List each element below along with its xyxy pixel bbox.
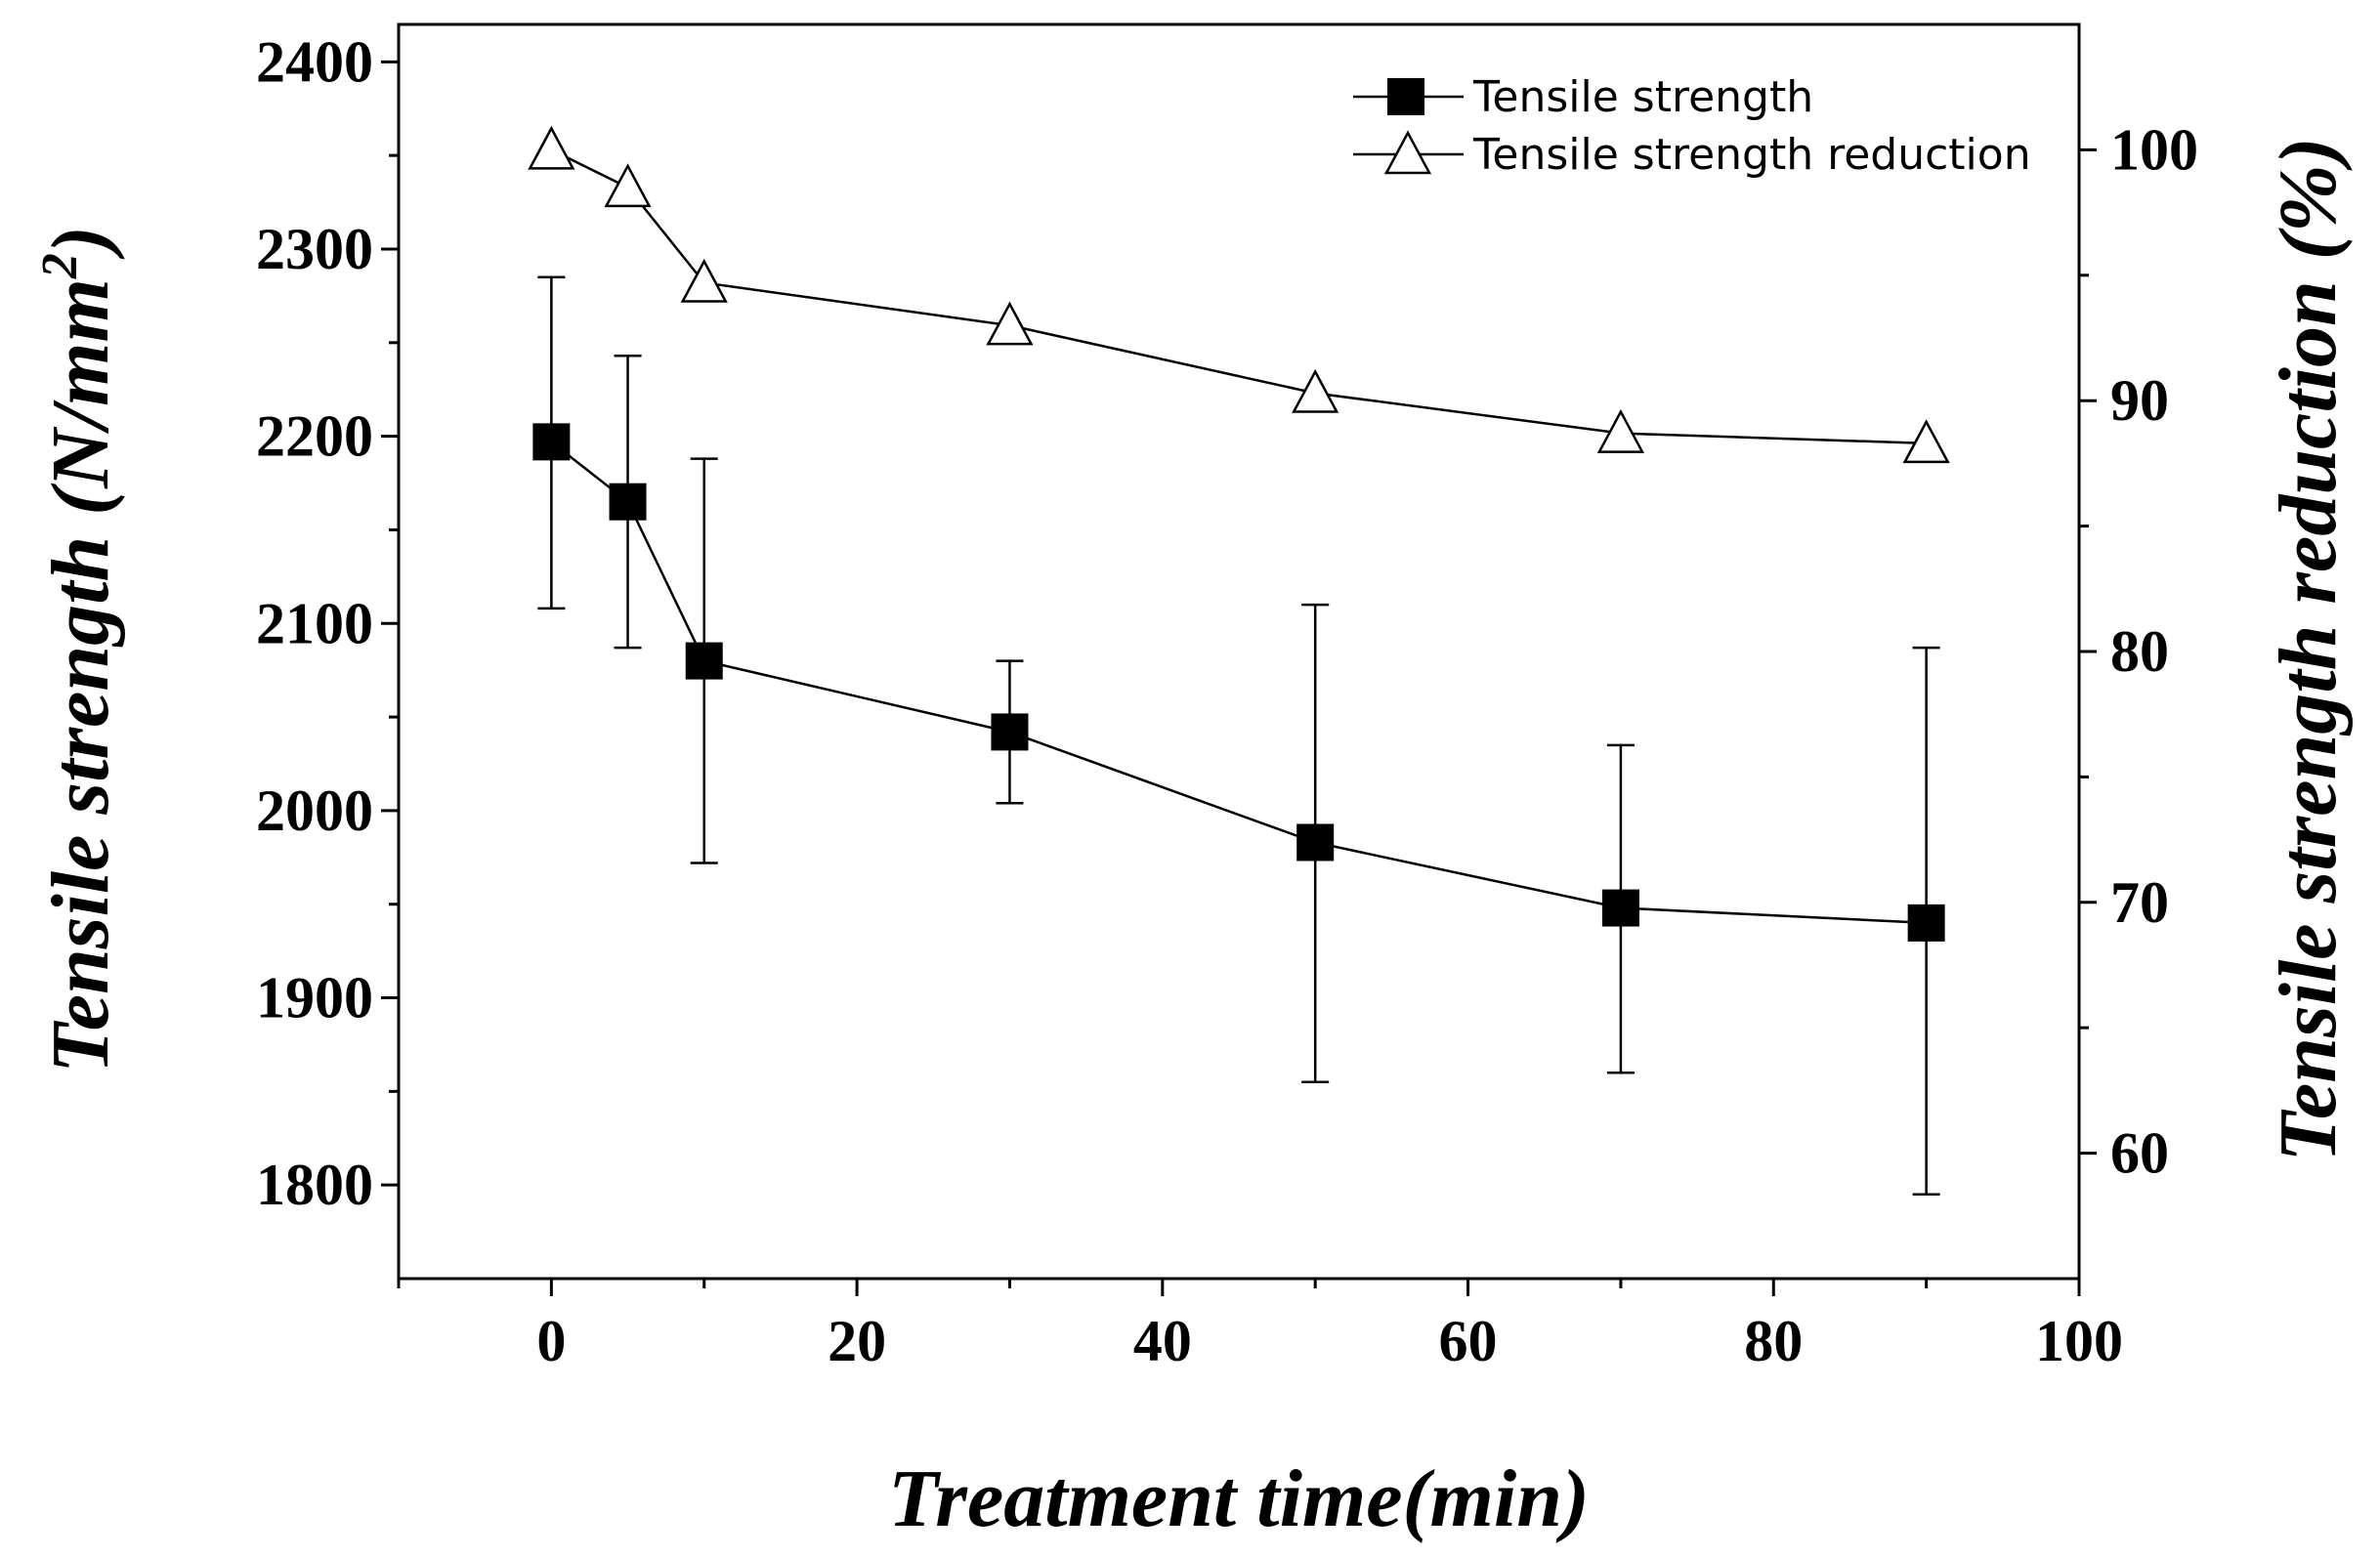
x-axis-title: Treatment time(min)	[888, 1453, 1590, 1544]
legend-label-2: Tensile strength reduction	[1472, 130, 2031, 180]
data-point-triangle	[1292, 368, 1339, 413]
data-point-triangle	[528, 125, 575, 170]
y-left-tick-label: 1800	[256, 1153, 373, 1217]
x-tick-label: 100	[2035, 1309, 2123, 1373]
data-point-triangle	[604, 163, 652, 208]
legend-label-1: Tensile strength	[1472, 72, 1813, 122]
legend: Tensile strength Tensile strength reduct…	[1353, 72, 2031, 180]
x-tick-label: 60	[1439, 1309, 1498, 1373]
y-axis-left-title-main: Tensile strength (N/mm	[35, 278, 126, 1073]
y-axis-left-title: Tensile strength (N/mm2)	[32, 226, 126, 1073]
y-right-tick-label: 90	[2110, 368, 2169, 433]
legend-marker-filled-square	[1387, 78, 1424, 115]
data-point-square	[685, 642, 723, 680]
data-point-square	[1601, 889, 1639, 927]
axis-ticks	[381, 60, 2097, 1296]
y-left-tick-label: 2000	[256, 778, 373, 843]
markers	[528, 125, 1950, 942]
plot-frame	[397, 22, 2081, 1281]
data-point-square	[1296, 823, 1335, 862]
data-point-triangle	[680, 258, 728, 303]
data-point-triangle	[1596, 408, 1644, 453]
x-tick-label: 80	[1744, 1309, 1803, 1373]
y-right-tick-label: 70	[2110, 870, 2169, 935]
y-left-tick-label: 2300	[256, 217, 373, 281]
data-point-square	[991, 713, 1029, 751]
y-right-tick-label: 100	[2110, 117, 2198, 182]
data-point-triangle	[986, 301, 1034, 346]
y-right-tick-label: 60	[2110, 1121, 2169, 1186]
data-point-square	[609, 483, 647, 521]
series-line-2	[550, 148, 1927, 445]
x-tick-label: 40	[1133, 1309, 1192, 1373]
tick-labels: 0 20 40 60 80 100 1800 1900 2000 2100 2200 2300 2400…	[256, 29, 2198, 1373]
data-point-square	[1907, 904, 1945, 942]
y-axis-right-title: Tensile strength reduction (%)	[2263, 137, 2354, 1161]
x-tick-label: 0	[536, 1309, 566, 1373]
y-left-tick-label: 2100	[256, 591, 373, 655]
error-bars	[537, 275, 1940, 1197]
x-tick-label: 20	[828, 1309, 886, 1373]
data-point-triangle	[1902, 419, 1950, 464]
data-point-square	[532, 423, 571, 461]
legend-marker-open-triangle	[1383, 130, 1432, 175]
y-axis-left-title-sup: 2	[32, 253, 88, 279]
series-line-1	[550, 441, 1927, 925]
y-left-tick-label: 1900	[256, 966, 373, 1030]
y-left-tick-label: 2400	[256, 29, 373, 94]
y-right-tick-label: 80	[2110, 619, 2169, 684]
series-lines	[550, 148, 1927, 925]
y-left-tick-label: 2200	[256, 404, 373, 469]
